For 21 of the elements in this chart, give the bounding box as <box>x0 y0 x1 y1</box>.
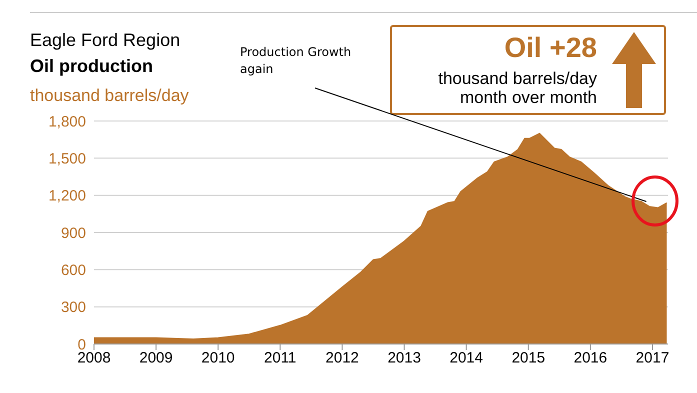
x-tick-label: 2013 <box>388 350 421 367</box>
y-tick-label: 1,500 <box>48 150 86 168</box>
y-tick-label: 1,200 <box>48 188 86 205</box>
chart-subtitle: Oil production <box>30 56 153 77</box>
text: Oil +28 <box>503 32 597 64</box>
x-tick-label: 2009 <box>139 350 173 367</box>
x-tick-label: 2015 <box>512 350 546 367</box>
x-tick-label: 2016 <box>574 350 608 367</box>
x-tick-label: 2017 <box>636 350 670 367</box>
y-tick-label: 300 <box>60 299 86 316</box>
y-axis-title: thousand barrels/day <box>30 86 189 106</box>
x-tick-label: 2010 <box>201 350 235 367</box>
x-tick-label: 2012 <box>326 350 359 367</box>
x-tick-label: 2014 <box>450 350 484 367</box>
y-tick-label: 600 <box>60 262 86 279</box>
y-tick-label: 900 <box>60 224 86 242</box>
annotation: Production Growth again <box>240 44 352 78</box>
y-tick-label: 1,800 <box>48 113 86 130</box>
chart-title: Eagle Ford Region <box>30 30 180 51</box>
x-tick-label: 2011 <box>264 350 296 367</box>
text: thousand barrels/day month over month <box>437 69 597 107</box>
